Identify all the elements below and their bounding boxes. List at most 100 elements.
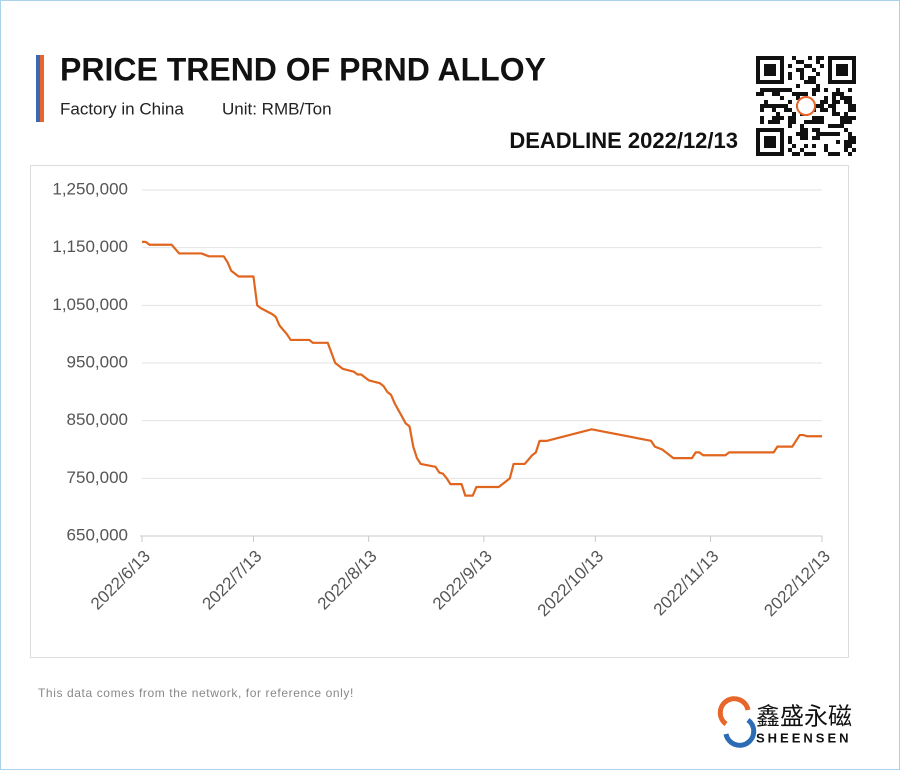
qr-module (824, 96, 828, 100)
qr-module (848, 96, 852, 100)
y-tick-label: 950,000 (67, 352, 128, 371)
brand-cn: 鑫盛永磁 (756, 703, 852, 730)
qr-module (808, 56, 812, 60)
qr-module (760, 92, 764, 96)
qr-module (848, 132, 852, 136)
qr-module (768, 104, 772, 108)
qr-module (784, 88, 788, 92)
qr-logo (796, 96, 816, 116)
qr-module (816, 88, 820, 92)
qr-module (812, 128, 816, 132)
qr-module (824, 148, 828, 152)
qr-module (764, 88, 768, 92)
qr-code (756, 56, 856, 156)
qr-module (832, 132, 836, 136)
qr-module (852, 104, 856, 108)
qr-module (832, 108, 836, 112)
qr-module (788, 136, 792, 140)
qr-module (792, 152, 796, 156)
qr-module (852, 148, 856, 152)
unit: Unit: RMB/Ton (222, 99, 332, 118)
logo-icon (717, 696, 757, 748)
qr-module (772, 88, 776, 92)
qr-finder (764, 136, 776, 148)
subtitle: Factory in China (60, 99, 184, 118)
qr-module (780, 104, 784, 108)
qr-module (832, 100, 836, 104)
qr-module (776, 104, 780, 108)
qr-module (788, 108, 792, 112)
price-line (142, 240, 822, 497)
qr-module (792, 120, 796, 124)
qr-module (816, 132, 820, 136)
qr-module (832, 124, 836, 128)
qr-module (844, 128, 848, 132)
qr-module (788, 100, 792, 104)
qr-module (820, 100, 824, 104)
qr-module (840, 116, 844, 120)
qr-module (800, 124, 804, 128)
qr-module (776, 120, 780, 124)
plot-frame (30, 165, 849, 658)
qr-module (812, 116, 816, 120)
qr-module (812, 80, 816, 84)
qr-module (796, 60, 800, 64)
qr-module (804, 64, 808, 68)
qr-module (800, 60, 804, 64)
qr-module (824, 108, 828, 112)
qr-module (844, 112, 848, 116)
qr-module (800, 132, 804, 136)
qr-module (812, 152, 816, 156)
y-tick-label: 850,000 (67, 410, 128, 429)
qr-module (844, 116, 848, 120)
qr-module (780, 88, 784, 92)
qr-module (812, 136, 816, 140)
qr-module (828, 132, 832, 136)
qr-module (772, 92, 776, 96)
qr-module (788, 64, 792, 68)
qr-module (812, 144, 816, 148)
qr-module (836, 140, 840, 144)
qr-module (804, 136, 808, 140)
qr-module (792, 112, 796, 116)
y-tick-label: 650,000 (67, 525, 128, 544)
qr-module (796, 152, 800, 156)
qr-module (796, 132, 800, 136)
qr-module (848, 88, 852, 92)
qr-module (772, 108, 776, 112)
qr-module (808, 76, 812, 80)
qr-module (788, 148, 792, 152)
qr-module (816, 128, 820, 132)
qr-module (772, 120, 776, 124)
qr-module (804, 144, 808, 148)
qr-module (764, 100, 768, 104)
qr-module (760, 116, 764, 120)
y-tick-label: 1,250,000 (52, 179, 128, 198)
qr-module (836, 124, 840, 128)
deadline: DEADLINE 2022/12/13 (509, 128, 738, 153)
qr-module (852, 108, 856, 112)
qr-module (788, 116, 792, 120)
qr-module (816, 116, 820, 120)
qr-module (836, 92, 840, 96)
qr-module (760, 120, 764, 124)
qr-module (796, 84, 800, 88)
qr-module (824, 132, 828, 136)
qr-module (828, 124, 832, 128)
y-tick-label: 1,050,000 (52, 295, 128, 314)
qr-module (760, 88, 764, 92)
qr-finder (764, 64, 776, 76)
qr-module (800, 68, 804, 72)
qr-module (832, 92, 836, 96)
qr-module (848, 108, 852, 112)
qr-module (788, 76, 792, 80)
qr-module (788, 124, 792, 128)
qr-module (848, 152, 852, 156)
qr-module (816, 104, 820, 108)
qr-module (824, 144, 828, 148)
qr-module (840, 120, 844, 124)
logo-arc-orange (717, 696, 751, 727)
qr-module (764, 104, 768, 108)
title-accent-orange (40, 55, 44, 122)
qr-module (820, 64, 824, 68)
